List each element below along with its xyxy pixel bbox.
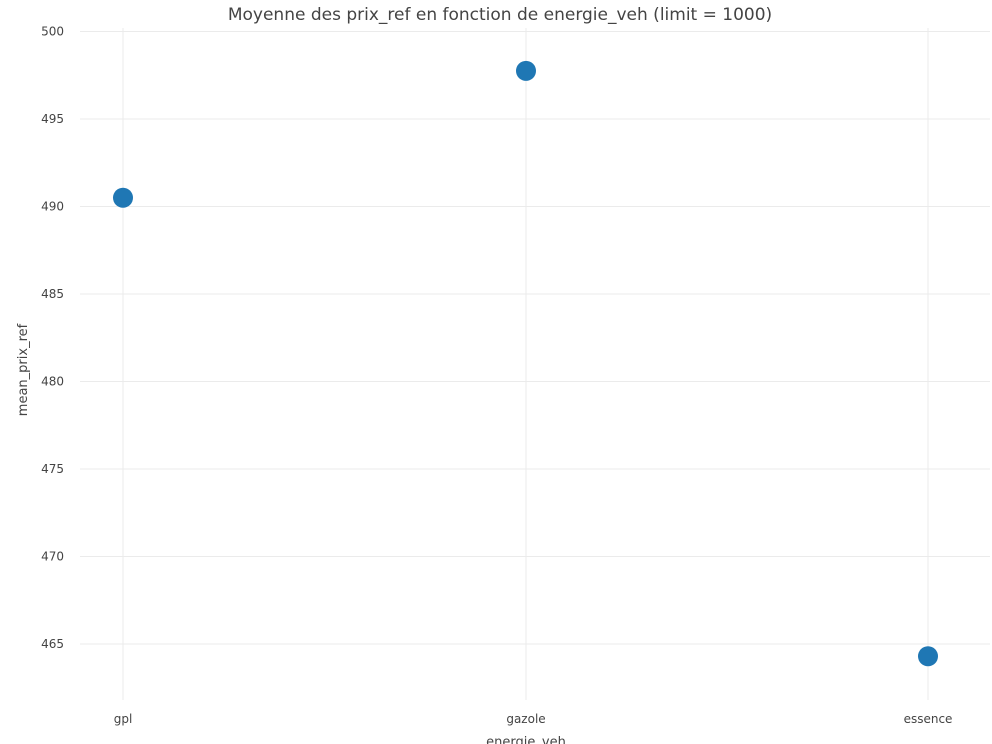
x-tick-label: essence [904,712,953,726]
y-tick-label: 495 [41,112,64,126]
y-tick-label: 470 [41,550,64,564]
data-point[interactable] [516,60,536,81]
data-point[interactable] [918,646,938,667]
y-axis-title: mean_prix_ref [16,323,31,416]
x-tick-label: gpl [114,712,133,726]
data-point[interactable] [113,187,133,208]
y-tick-label: 480 [41,375,64,389]
y-tick-label: 485 [41,287,64,301]
y-axis-ticks: 465 470 475 480 485 490 495 500 [41,25,64,652]
y-tick-label: 500 [41,25,64,39]
y-tick-label: 490 [41,200,64,214]
data-points [113,60,938,667]
x-gridlines [122,28,929,700]
y-gridlines [80,31,990,645]
x-axis-ticks: gpl gazole essence [114,712,953,726]
y-tick-label: 465 [41,637,64,651]
chart-title: Moyenne des prix_ref en fonction de ener… [228,5,772,25]
y-tick-label: 475 [41,462,64,476]
x-tick-label: gazole [506,712,545,726]
x-axis-title: energie_veh [486,735,566,744]
